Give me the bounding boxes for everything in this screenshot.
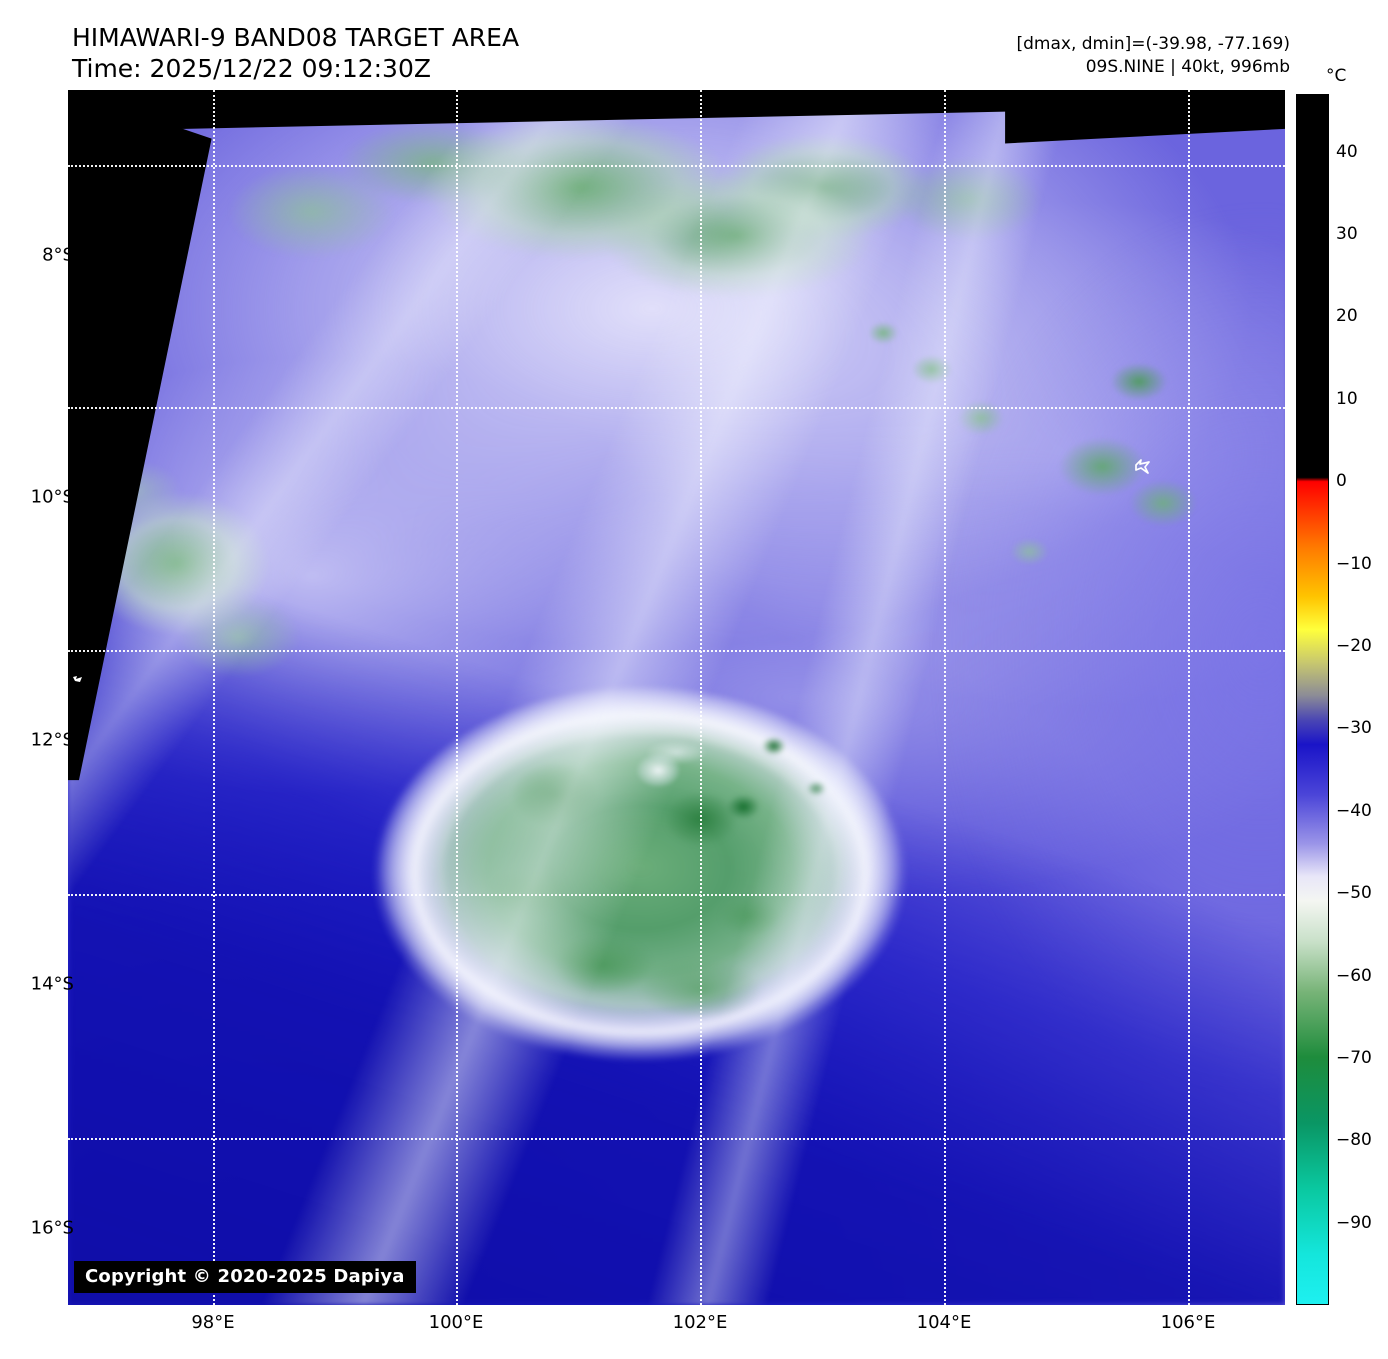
gridline-lat-16 xyxy=(68,1138,1285,1140)
gridline-lon-104 xyxy=(944,90,946,1305)
gridline-lon-102 xyxy=(700,90,702,1305)
gridline-lon-98 xyxy=(213,90,215,1305)
colorbar-tick-20: 20 xyxy=(1336,306,1358,327)
x-tick-label-104e: 104°E xyxy=(916,1312,972,1333)
timestamp-label: Time: 2025/12/22 09:12:30Z xyxy=(72,54,431,83)
storm-info-label: 09S.NINE | 40kt, 996mb xyxy=(1085,57,1290,77)
colorbar-tick-40: 40 xyxy=(1336,141,1358,162)
colorbar-tick-neg50: −50 xyxy=(1336,883,1372,904)
gridline-lat-10 xyxy=(68,407,1285,409)
tropical-cyclone-symbol-small-icon xyxy=(73,676,82,682)
page-title: HIMAWARI-9 BAND08 TARGET AREA xyxy=(72,23,520,52)
colorbar-tick-10: 10 xyxy=(1336,388,1358,409)
x-tick-label-102e: 102°E xyxy=(672,1312,728,1333)
gridline-lon-100 xyxy=(456,90,458,1305)
colorbar-tick-neg10: −10 xyxy=(1336,553,1372,574)
x-tick-label-98e: 98°E xyxy=(191,1312,235,1333)
gridline-lon-106 xyxy=(1188,90,1190,1305)
colorbar-unit-label: °C xyxy=(1326,66,1347,86)
figure-annotation-block: [dmax, dmin]=(-39.98, -77.169) 09S.NINE … xyxy=(1017,33,1291,79)
y-tick-label-10s: 10°S xyxy=(30,486,74,508)
gridline-lat-8 xyxy=(68,165,1285,167)
colorbar-tick-30: 30 xyxy=(1336,224,1358,244)
y-tick-label-14s: 14°S xyxy=(30,973,74,995)
colorbar xyxy=(1296,94,1329,1305)
data-range-label: [dmax, dmin]=(-39.98, -77.169) xyxy=(1016,34,1291,54)
cirrus-streak-layer xyxy=(68,90,1285,1305)
tropical-cyclone-symbol-icon xyxy=(1135,459,1150,474)
x-tick-label-100e: 100°E xyxy=(428,1312,484,1333)
y-tick-label-8s: 8°S xyxy=(42,244,74,266)
colorbar-tick-0: 0 xyxy=(1336,471,1347,492)
y-tick-label-12s: 12°S xyxy=(30,729,74,751)
colorbar-tick-neg70: −70 xyxy=(1336,1047,1372,1068)
copyright-watermark: Copyright © 2020-2025 Dapiya xyxy=(74,1261,416,1293)
colorbar-tick-neg60: −60 xyxy=(1336,965,1372,986)
gridline-lat-12 xyxy=(68,650,1285,652)
y-tick-label-16s: 16°S xyxy=(30,1217,74,1239)
colorbar-tick-neg30: −30 xyxy=(1336,718,1372,739)
colorbar-tick-neg80: −80 xyxy=(1336,1130,1372,1151)
colorbar-gradient xyxy=(1297,95,1328,1304)
gridline-lat-14 xyxy=(68,894,1285,896)
colorbar-tick-neg90: −90 xyxy=(1336,1212,1372,1233)
x-tick-label-106e: 106°E xyxy=(1160,1312,1216,1333)
colorbar-tick-neg20: −20 xyxy=(1336,636,1372,656)
satellite-imagery-panel: Copyright © 2020-2025 Dapiya xyxy=(68,90,1285,1305)
colorbar-tick-neg40: −40 xyxy=(1336,800,1372,821)
figure-title-block: HIMAWARI-9 BAND08 TARGET AREA Time: 2025… xyxy=(72,22,519,84)
